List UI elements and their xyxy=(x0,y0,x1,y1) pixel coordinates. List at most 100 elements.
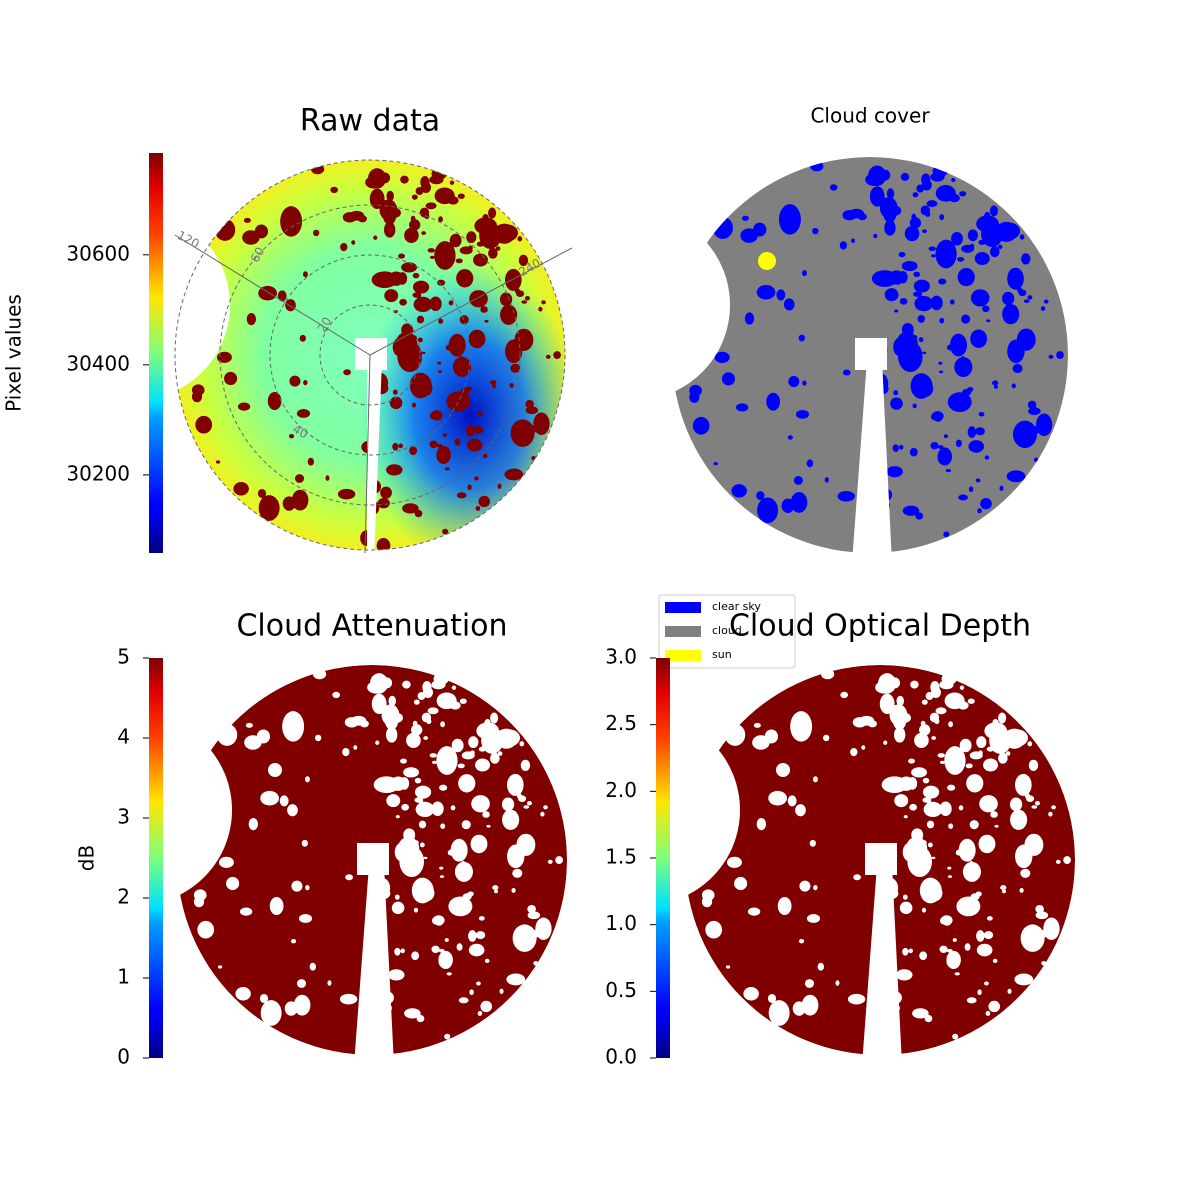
sky-blob xyxy=(224,371,238,386)
colorbar xyxy=(149,658,163,1058)
sky-blob xyxy=(962,861,981,882)
sky-blob xyxy=(886,1042,901,1059)
sky-blob xyxy=(414,777,422,784)
sky-blob xyxy=(450,838,468,862)
sky-blob xyxy=(484,719,491,727)
sky-blob xyxy=(412,280,430,294)
sky-blob xyxy=(514,774,520,780)
sky-blob xyxy=(896,695,904,707)
sky-blob xyxy=(203,816,213,824)
sky-blob xyxy=(482,214,489,222)
sky-blob xyxy=(998,752,1008,764)
sky-blob xyxy=(454,438,461,446)
sky-blob xyxy=(947,784,956,791)
sky-blob xyxy=(926,820,935,829)
sky-blob xyxy=(802,269,807,277)
sky-blob xyxy=(1010,809,1028,830)
sky-image xyxy=(685,665,1075,1059)
sky-blob xyxy=(527,904,536,914)
sky-blob xyxy=(806,459,814,468)
sky-blob xyxy=(370,1023,377,1030)
sky-blob xyxy=(486,824,491,828)
panel-title: Cloud Attenuation xyxy=(236,609,507,644)
sky-blob xyxy=(497,483,502,489)
sky-blob xyxy=(518,795,527,803)
sky-blob xyxy=(868,165,887,186)
sky-blob xyxy=(553,351,561,360)
sky-blob xyxy=(907,777,918,790)
sky-blob xyxy=(902,947,909,956)
sky-blob xyxy=(244,735,262,750)
sky-blob xyxy=(305,776,310,783)
sky-blob xyxy=(1002,889,1007,894)
sky-blob xyxy=(1034,801,1040,806)
sky-blob xyxy=(1043,917,1060,941)
sky-blob xyxy=(533,960,539,966)
sky-blob xyxy=(363,945,380,959)
sky-blob xyxy=(927,842,933,848)
sky-blob xyxy=(870,1035,883,1051)
sky-blob xyxy=(482,811,490,818)
sky-blob xyxy=(330,186,339,194)
sky-blob xyxy=(327,980,332,986)
sky-blob xyxy=(950,231,963,246)
sky-blob xyxy=(385,726,398,743)
sky-blob xyxy=(449,233,462,248)
sky-blob xyxy=(454,861,473,882)
sky-blob xyxy=(437,361,442,365)
sky-blob xyxy=(776,289,786,301)
sky-blob xyxy=(989,205,999,217)
sky-blob xyxy=(756,284,776,300)
sky-blob xyxy=(922,785,940,799)
sky-blob xyxy=(214,218,236,241)
sky-blob xyxy=(461,751,475,760)
colorbar-label: dB xyxy=(75,845,99,871)
sky-blob xyxy=(913,271,921,278)
sky-blob xyxy=(504,468,524,481)
sky-blob xyxy=(218,287,223,292)
sky-blob xyxy=(952,938,957,942)
sky-blob xyxy=(959,685,965,690)
sky-blob xyxy=(436,445,451,464)
sky-blob xyxy=(478,916,485,921)
sky-blob xyxy=(768,1000,790,1026)
sky-blob xyxy=(1051,805,1056,810)
polar-ring xyxy=(219,204,521,506)
colorbar xyxy=(149,153,163,553)
sky-blob xyxy=(388,695,396,707)
colorbar-tick-label: 2.0 xyxy=(605,778,637,802)
sky-blob xyxy=(277,290,287,302)
sky-blob xyxy=(525,399,534,409)
sky-blob xyxy=(449,180,455,185)
colorbar-tick-label: 2.5 xyxy=(605,711,637,735)
colorbar-tick-label: 1.5 xyxy=(605,845,637,869)
sky-blob xyxy=(1056,351,1064,360)
sky-blob xyxy=(901,260,918,272)
sky-blob xyxy=(418,820,427,829)
sky-blob xyxy=(958,838,976,862)
sky-blob xyxy=(1009,797,1023,812)
sky-blob xyxy=(517,236,523,242)
sky-blob xyxy=(385,713,398,730)
sky-blob xyxy=(490,712,499,724)
sky-blob xyxy=(495,246,501,251)
sky-blob xyxy=(512,269,518,275)
sky-blob xyxy=(437,279,446,286)
sky-blob xyxy=(431,801,444,817)
sky-blob xyxy=(795,804,806,817)
sky-background xyxy=(177,665,567,1055)
sky-blob xyxy=(477,1010,483,1016)
polar-label: 60 xyxy=(248,245,268,265)
sky-blob xyxy=(237,402,251,411)
sky-blob xyxy=(398,443,403,449)
sky-blob xyxy=(880,1006,890,1019)
sky-blob xyxy=(869,186,885,207)
sky-blob xyxy=(943,531,950,538)
sky-blob xyxy=(926,200,938,207)
sky-blob xyxy=(429,255,435,259)
sky-blob xyxy=(397,272,408,285)
sky-blob xyxy=(909,803,917,811)
sky-blob xyxy=(899,298,908,305)
sky-blob xyxy=(839,241,848,250)
